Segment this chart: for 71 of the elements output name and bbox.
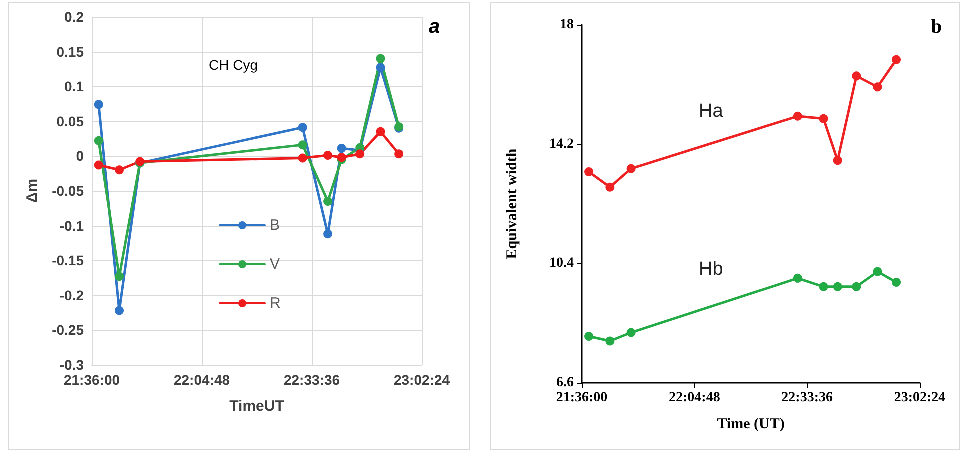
y-tick-label: 0.2 bbox=[64, 9, 84, 25]
point bbox=[115, 272, 124, 282]
x-tick-label: 22:04:48 bbox=[669, 390, 720, 406]
x-axis-title: Time (UT) bbox=[717, 416, 785, 432]
point bbox=[793, 274, 802, 283]
point bbox=[626, 328, 636, 338]
point bbox=[606, 182, 615, 192]
x-axis-title: TimeUT bbox=[230, 398, 284, 415]
point bbox=[852, 282, 862, 292]
point bbox=[852, 72, 862, 81]
point bbox=[298, 154, 308, 163]
point bbox=[819, 282, 828, 292]
y-tick-label: 18 bbox=[560, 18, 574, 32]
text: b bbox=[931, 16, 942, 38]
y-tick-label: 6.6 bbox=[556, 376, 574, 390]
point bbox=[394, 150, 404, 159]
point bbox=[793, 112, 802, 121]
point bbox=[356, 150, 365, 159]
x-tick-label: 22:04:48 bbox=[174, 372, 230, 388]
point bbox=[298, 140, 308, 150]
point bbox=[819, 114, 828, 124]
x-tick-label: 22:33:36 bbox=[284, 372, 340, 388]
point bbox=[892, 278, 902, 288]
text: a bbox=[429, 16, 440, 38]
legend-label: B bbox=[270, 217, 280, 234]
point bbox=[626, 164, 636, 174]
y-tick-label: 0.05 bbox=[56, 113, 84, 130]
point bbox=[376, 127, 386, 136]
y-tick-label: -0.2 bbox=[60, 287, 84, 304]
point bbox=[324, 230, 333, 239]
legend-label: V bbox=[270, 256, 280, 273]
point bbox=[115, 166, 124, 175]
point bbox=[873, 82, 882, 92]
point bbox=[892, 55, 902, 64]
y-tick-label: -0.1 bbox=[60, 218, 84, 234]
y-tick-label: -0.25 bbox=[52, 322, 84, 338]
x-tick-label: 21:36:00 bbox=[556, 390, 608, 406]
point bbox=[298, 123, 308, 132]
point bbox=[873, 267, 882, 276]
series-label: Ha bbox=[699, 100, 724, 122]
annotation: CH Cyg bbox=[209, 57, 258, 73]
x-tick-label: 21:36:00 bbox=[64, 372, 120, 388]
y-tick-label: 0.15 bbox=[56, 44, 84, 60]
series-label: Hb bbox=[699, 258, 724, 280]
x-tick-label: 23:02:24 bbox=[894, 390, 946, 406]
point bbox=[833, 156, 842, 166]
point bbox=[94, 160, 104, 170]
point bbox=[94, 100, 104, 110]
x-tick-label: 22:33:36 bbox=[782, 390, 833, 406]
point bbox=[337, 144, 346, 154]
point bbox=[833, 282, 842, 292]
point bbox=[584, 167, 594, 176]
legend-label: R bbox=[270, 295, 281, 312]
y-axis-title: Equivalent width bbox=[504, 148, 520, 260]
point bbox=[376, 54, 386, 64]
y-tick-label: -0.3 bbox=[60, 357, 84, 373]
point bbox=[324, 196, 333, 206]
y-tick-label: 14.2 bbox=[550, 136, 574, 152]
point bbox=[606, 336, 615, 346]
y-tick-label: 0 bbox=[76, 148, 84, 164]
x-tick-label: 23:02:24 bbox=[394, 372, 450, 388]
point bbox=[94, 136, 104, 146]
point bbox=[584, 332, 594, 342]
y-tick-label: 0.1 bbox=[64, 78, 84, 95]
y-tick-label: 10.4 bbox=[550, 256, 574, 272]
y-tick-label: -0.15 bbox=[52, 252, 84, 269]
y-tick-label: -0.05 bbox=[52, 183, 84, 199]
y-axis-title: Δm bbox=[24, 178, 41, 204]
point bbox=[324, 151, 333, 160]
point bbox=[115, 306, 124, 316]
point bbox=[376, 63, 386, 72]
